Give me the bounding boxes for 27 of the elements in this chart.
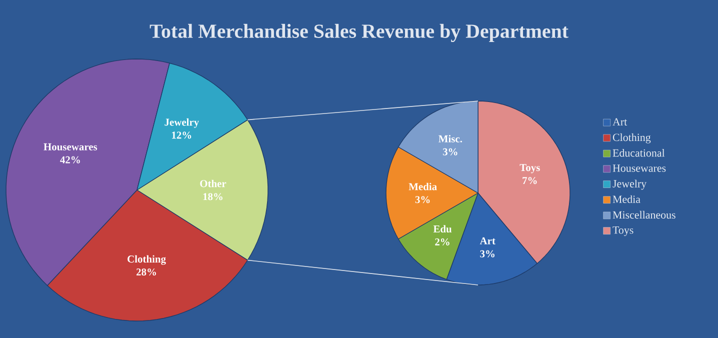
slice-label: Housewares — [44, 143, 98, 150]
category-label: Miscellaneous — [612, 210, 676, 219]
category-label: Art — [612, 118, 628, 126]
data-label: 28% — [136, 268, 156, 276]
data-label: 3% — [480, 250, 494, 258]
category-label: Housewares — [612, 164, 666, 172]
slice-label: Clothing — [128, 255, 166, 265]
category-label: Media — [612, 195, 640, 204]
slice-label: Misc. — [438, 135, 462, 142]
category-label: Toys — [612, 226, 634, 236]
slice-label: Edu — [433, 225, 452, 232]
slice-label: Toys — [520, 164, 540, 174]
slice-label: Art — [480, 237, 496, 244]
data-label: 12% — [172, 132, 192, 139]
data-label: 3% — [442, 148, 458, 156]
slice-label: Jewelry — [164, 118, 199, 128]
data-label: 18% — [203, 193, 222, 200]
text: Total Merchandise Sales Revenue by Department — [150, 24, 568, 42]
category-label: Educational — [612, 149, 665, 157]
data-label: 3% — [415, 196, 430, 204]
category-label: Clothing — [612, 133, 651, 144]
slice-label: Other — [200, 180, 226, 188]
category-label: Jewelry — [612, 180, 647, 190]
data-label: 7% — [522, 177, 537, 184]
data-label: 42% — [60, 156, 80, 164]
data-label: 2% — [435, 238, 450, 246]
slice-label: Media — [408, 182, 437, 190]
